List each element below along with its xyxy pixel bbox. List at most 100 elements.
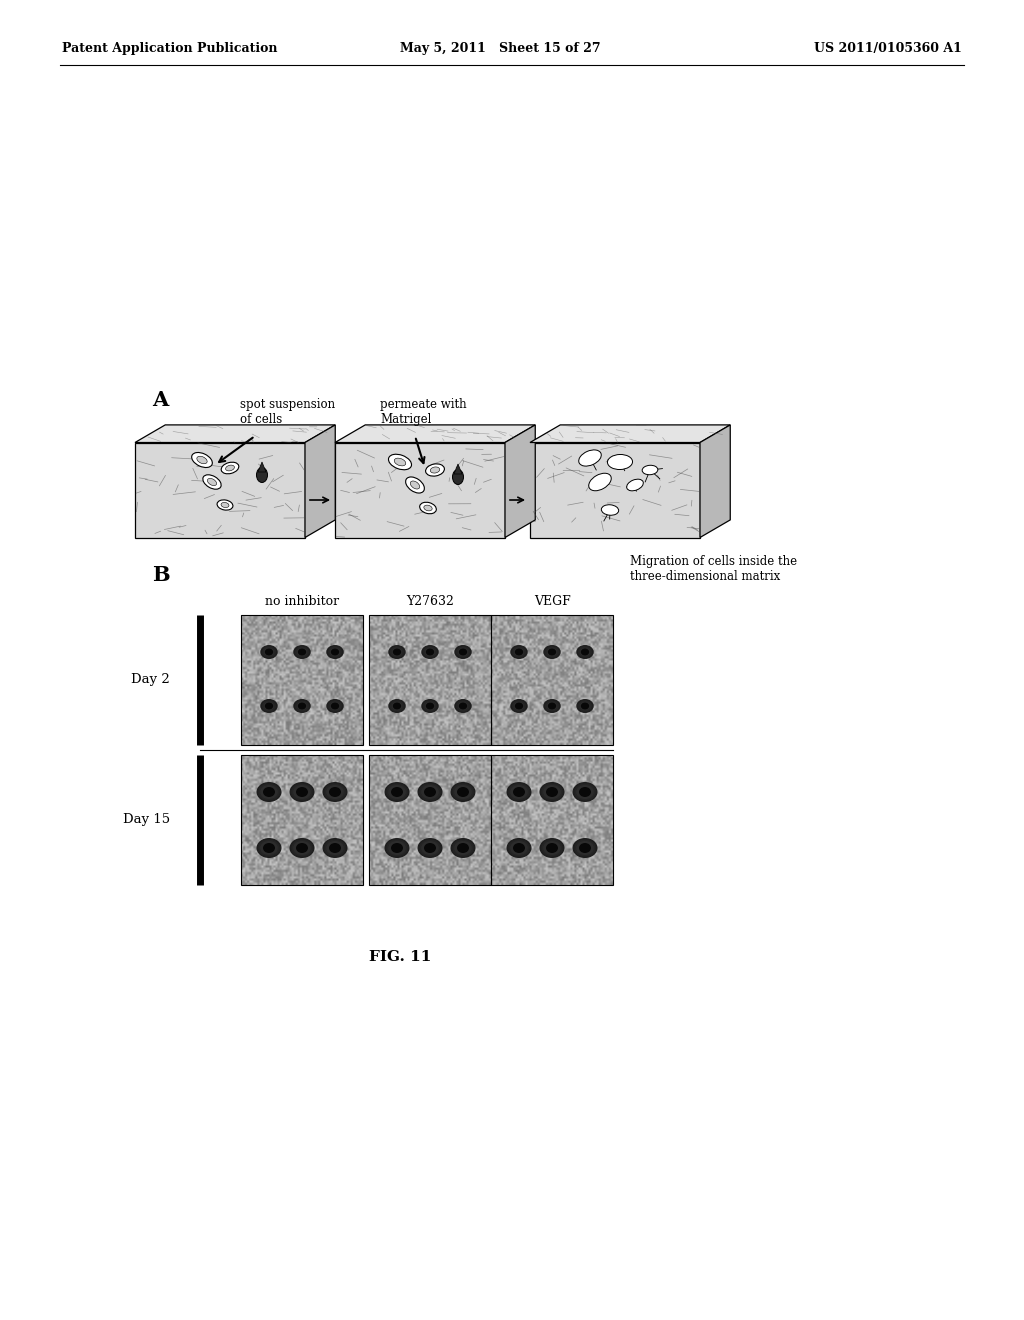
Ellipse shape	[388, 841, 406, 855]
Ellipse shape	[293, 700, 310, 713]
Ellipse shape	[392, 702, 402, 710]
Ellipse shape	[258, 784, 280, 800]
Ellipse shape	[411, 480, 420, 488]
Ellipse shape	[577, 645, 594, 659]
Ellipse shape	[208, 478, 217, 486]
Ellipse shape	[393, 648, 401, 656]
Ellipse shape	[191, 453, 212, 467]
Ellipse shape	[384, 838, 410, 858]
Ellipse shape	[601, 504, 618, 515]
Ellipse shape	[580, 648, 590, 656]
Text: Day 2: Day 2	[131, 673, 170, 686]
Ellipse shape	[221, 462, 239, 474]
Ellipse shape	[295, 701, 309, 711]
Ellipse shape	[421, 785, 438, 799]
Ellipse shape	[423, 647, 437, 657]
Ellipse shape	[458, 648, 468, 656]
Ellipse shape	[508, 784, 529, 800]
Ellipse shape	[297, 702, 307, 710]
Ellipse shape	[579, 787, 591, 797]
Ellipse shape	[418, 838, 442, 858]
Ellipse shape	[507, 781, 531, 803]
Ellipse shape	[426, 463, 444, 477]
Ellipse shape	[256, 781, 282, 803]
Ellipse shape	[455, 841, 472, 855]
Ellipse shape	[455, 700, 472, 713]
Ellipse shape	[295, 647, 309, 657]
Bar	[241, 755, 362, 884]
Ellipse shape	[420, 840, 440, 857]
Ellipse shape	[221, 503, 229, 508]
Ellipse shape	[512, 647, 526, 657]
Polygon shape	[530, 425, 730, 442]
Ellipse shape	[323, 838, 347, 858]
Ellipse shape	[390, 701, 403, 711]
Text: A: A	[152, 389, 168, 411]
Ellipse shape	[421, 841, 438, 855]
Ellipse shape	[265, 648, 273, 656]
Text: Migration of cells inside the
three-dimensional matrix: Migration of cells inside the three-dime…	[630, 554, 797, 583]
Ellipse shape	[390, 647, 403, 657]
Ellipse shape	[514, 702, 524, 710]
Ellipse shape	[589, 474, 611, 491]
Ellipse shape	[642, 465, 657, 475]
Ellipse shape	[331, 648, 339, 656]
Text: US 2011/0105360 A1: US 2011/0105360 A1	[814, 42, 962, 55]
Ellipse shape	[330, 648, 340, 656]
Ellipse shape	[451, 781, 475, 803]
Ellipse shape	[547, 702, 557, 710]
Ellipse shape	[298, 702, 306, 710]
Ellipse shape	[418, 781, 442, 803]
Ellipse shape	[458, 702, 468, 710]
Ellipse shape	[388, 454, 412, 470]
Ellipse shape	[514, 648, 524, 656]
Ellipse shape	[545, 647, 559, 657]
Ellipse shape	[258, 840, 280, 857]
Ellipse shape	[548, 702, 556, 710]
Ellipse shape	[421, 700, 438, 713]
Ellipse shape	[384, 781, 410, 803]
Ellipse shape	[296, 787, 308, 797]
Ellipse shape	[453, 470, 464, 484]
Ellipse shape	[579, 843, 591, 853]
Ellipse shape	[426, 702, 434, 710]
Ellipse shape	[544, 700, 561, 713]
Text: May 5, 2011   Sheet 15 of 27: May 5, 2011 Sheet 15 of 27	[400, 42, 601, 55]
Ellipse shape	[580, 702, 590, 710]
Ellipse shape	[508, 840, 529, 857]
Ellipse shape	[540, 838, 564, 858]
Ellipse shape	[572, 781, 597, 803]
Bar	[490, 755, 613, 884]
Ellipse shape	[510, 841, 527, 855]
Ellipse shape	[421, 645, 438, 659]
Ellipse shape	[331, 702, 339, 710]
Ellipse shape	[574, 784, 596, 800]
Ellipse shape	[325, 784, 346, 800]
Bar	[490, 615, 613, 744]
Polygon shape	[530, 442, 700, 537]
Text: VEGF: VEGF	[534, 595, 570, 609]
Ellipse shape	[547, 648, 557, 656]
Ellipse shape	[392, 648, 402, 656]
Polygon shape	[135, 425, 335, 442]
Ellipse shape	[515, 648, 523, 656]
Ellipse shape	[572, 838, 597, 858]
Ellipse shape	[457, 787, 469, 797]
Ellipse shape	[542, 784, 562, 800]
Ellipse shape	[388, 785, 406, 799]
Ellipse shape	[510, 700, 527, 713]
Text: FIG. 11: FIG. 11	[369, 950, 431, 964]
Ellipse shape	[510, 645, 527, 659]
Ellipse shape	[455, 645, 472, 659]
Ellipse shape	[515, 702, 523, 710]
Ellipse shape	[328, 701, 342, 711]
Ellipse shape	[459, 702, 467, 710]
Ellipse shape	[292, 840, 312, 857]
Ellipse shape	[325, 840, 346, 857]
Ellipse shape	[388, 700, 406, 713]
Ellipse shape	[581, 648, 589, 656]
Text: B: B	[152, 565, 170, 585]
Polygon shape	[305, 425, 335, 537]
Ellipse shape	[457, 843, 469, 853]
Ellipse shape	[546, 787, 558, 797]
